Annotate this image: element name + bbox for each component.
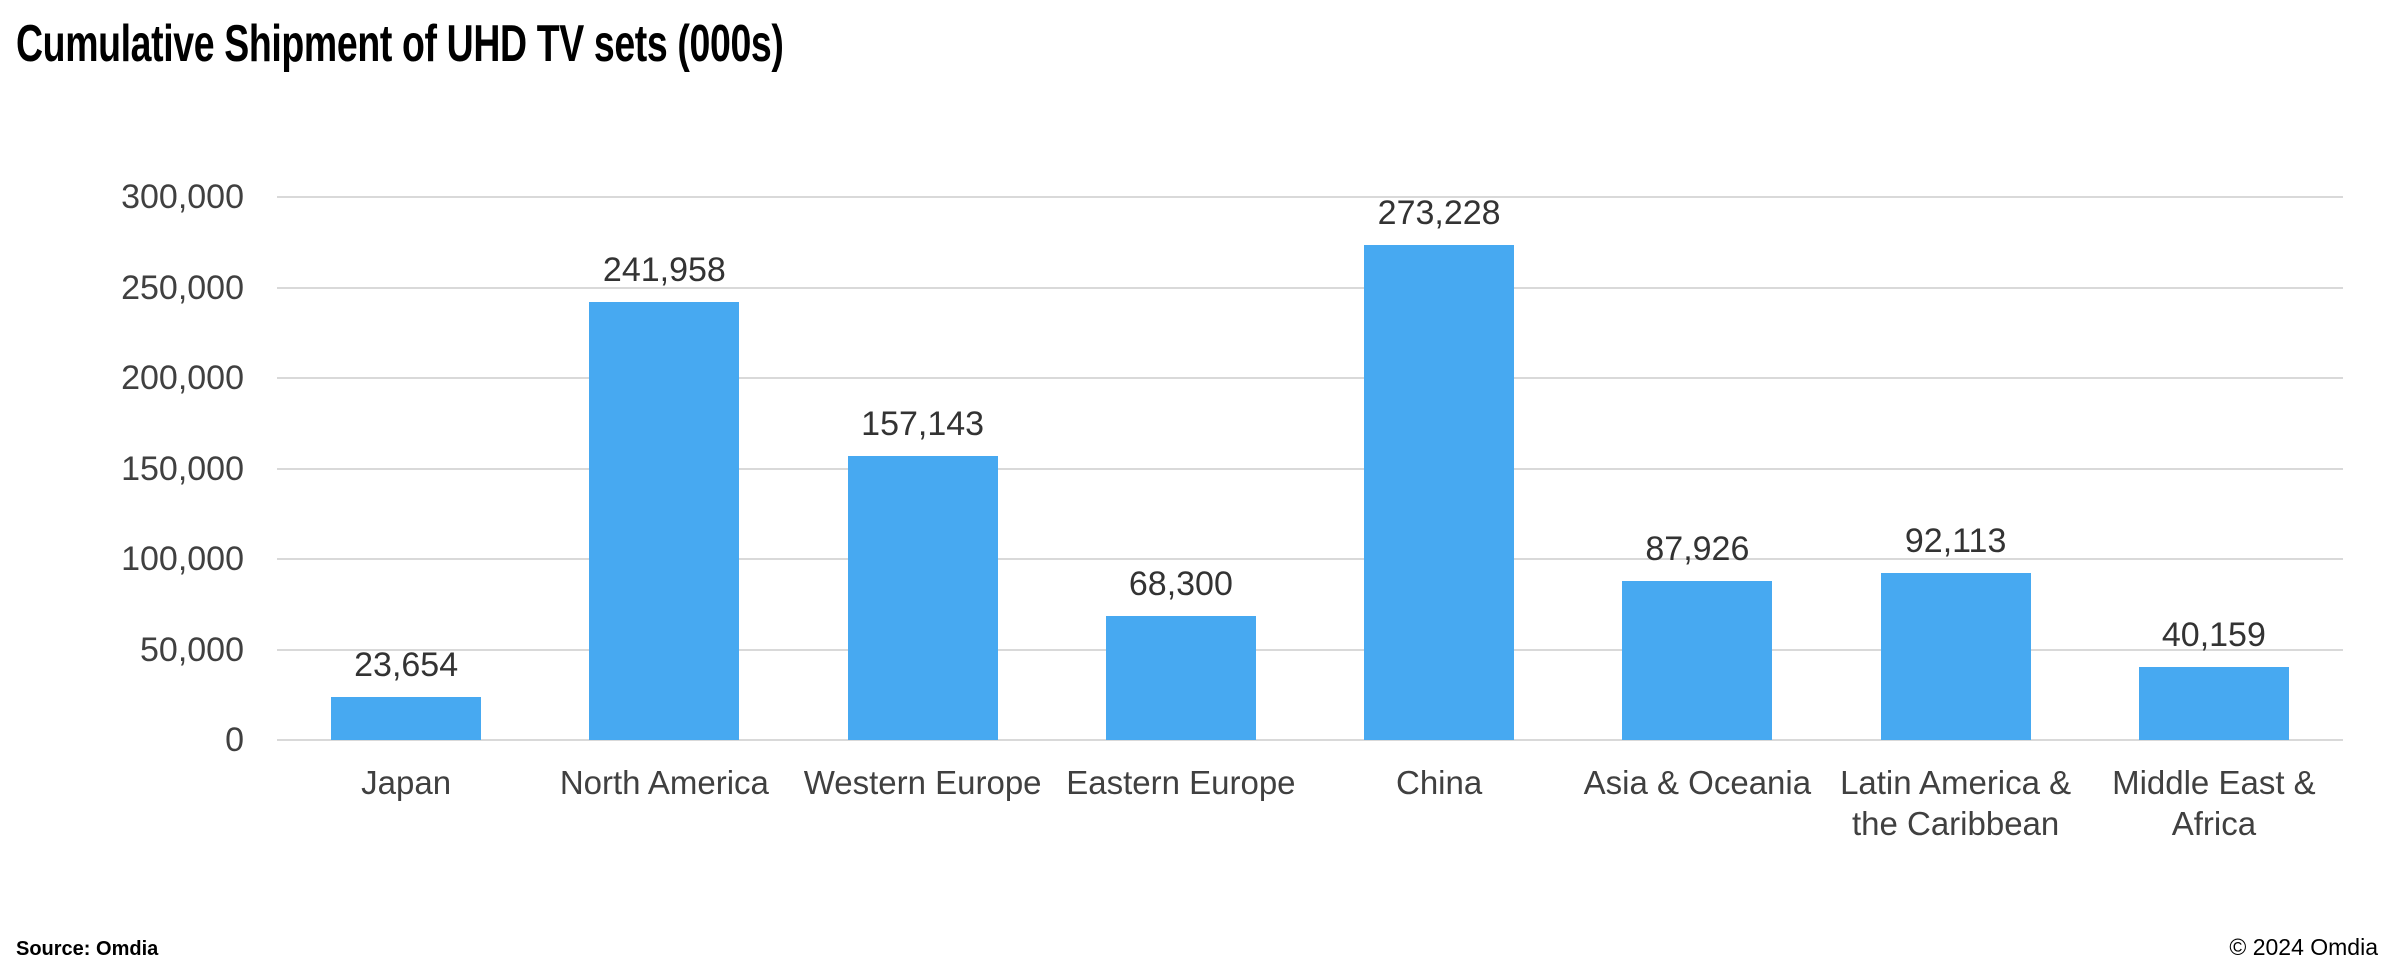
bar-column: 87,926 xyxy=(1568,197,1826,740)
y-tick-label: 250,000 xyxy=(121,268,244,307)
y-tick-label: 50,000 xyxy=(140,630,244,669)
category-label: Japan xyxy=(361,764,452,801)
bar xyxy=(1105,616,1256,740)
bar xyxy=(2138,667,2289,740)
bar-value-label: 87,926 xyxy=(1645,529,1750,568)
bar-column: 68,300 xyxy=(1052,197,1310,740)
bar-column: 241,958 xyxy=(535,197,793,740)
category-label: Eastern Europe xyxy=(1066,764,1296,801)
gridline xyxy=(277,467,2343,470)
gridline xyxy=(277,739,2343,741)
category-label: North America xyxy=(559,764,769,801)
copyright-note: © 2024 Omdia xyxy=(2229,934,2378,960)
category-label: Western Europe xyxy=(803,764,1042,801)
bar-value-label: 241,958 xyxy=(602,251,726,290)
bar xyxy=(1880,573,2031,740)
gridline xyxy=(277,196,2343,198)
gridline xyxy=(277,558,2343,560)
bar-value-label: 68,300 xyxy=(1128,565,1233,604)
bar-column: 273,228 xyxy=(1310,194,1568,740)
plot-area: 0 50,000 100,000 150,000 200,000 250,000 300,0… xyxy=(121,178,2343,842)
bar-value-label: 23,654 xyxy=(354,646,459,685)
y-tick-label: 200,000 xyxy=(121,359,244,397)
y-tick-label: 0 xyxy=(225,721,244,759)
chart-title: Cumulative Shipment of UHD TV sets (000s… xyxy=(16,15,784,73)
gridline xyxy=(277,377,2343,379)
y-tick-label: 100,000 xyxy=(121,540,244,578)
y-tick-label: 300,000 xyxy=(121,178,244,216)
bar xyxy=(331,697,482,740)
category-label: Middle East & Africa xyxy=(2112,764,2316,842)
category-label: China xyxy=(1396,764,1483,801)
bar-column: 92,113 xyxy=(1827,197,2085,740)
bar-value-label: 92,113 xyxy=(1904,522,2007,561)
bar-column: 157,143 xyxy=(794,197,1052,740)
bar xyxy=(847,455,998,740)
bar-value-label: 40,159 xyxy=(2161,616,2266,655)
source-note: Source: Omdia xyxy=(16,938,159,960)
gridline xyxy=(277,648,2343,651)
bar xyxy=(589,302,740,740)
bar-column: 40,159 xyxy=(2085,197,2343,740)
category-label: Latin America & the Caribbean xyxy=(1840,764,2072,842)
gridline xyxy=(277,286,2343,289)
category-label: Asia & Oceania xyxy=(1583,764,1812,801)
bar xyxy=(1622,580,1773,740)
bar-value-label: 157,143 xyxy=(861,404,985,443)
bar-value-label: 273,228 xyxy=(1377,194,1501,233)
bar-column: 23,654 xyxy=(277,197,535,740)
bar xyxy=(1364,245,1515,740)
y-tick-label: 150,000 xyxy=(121,449,244,488)
